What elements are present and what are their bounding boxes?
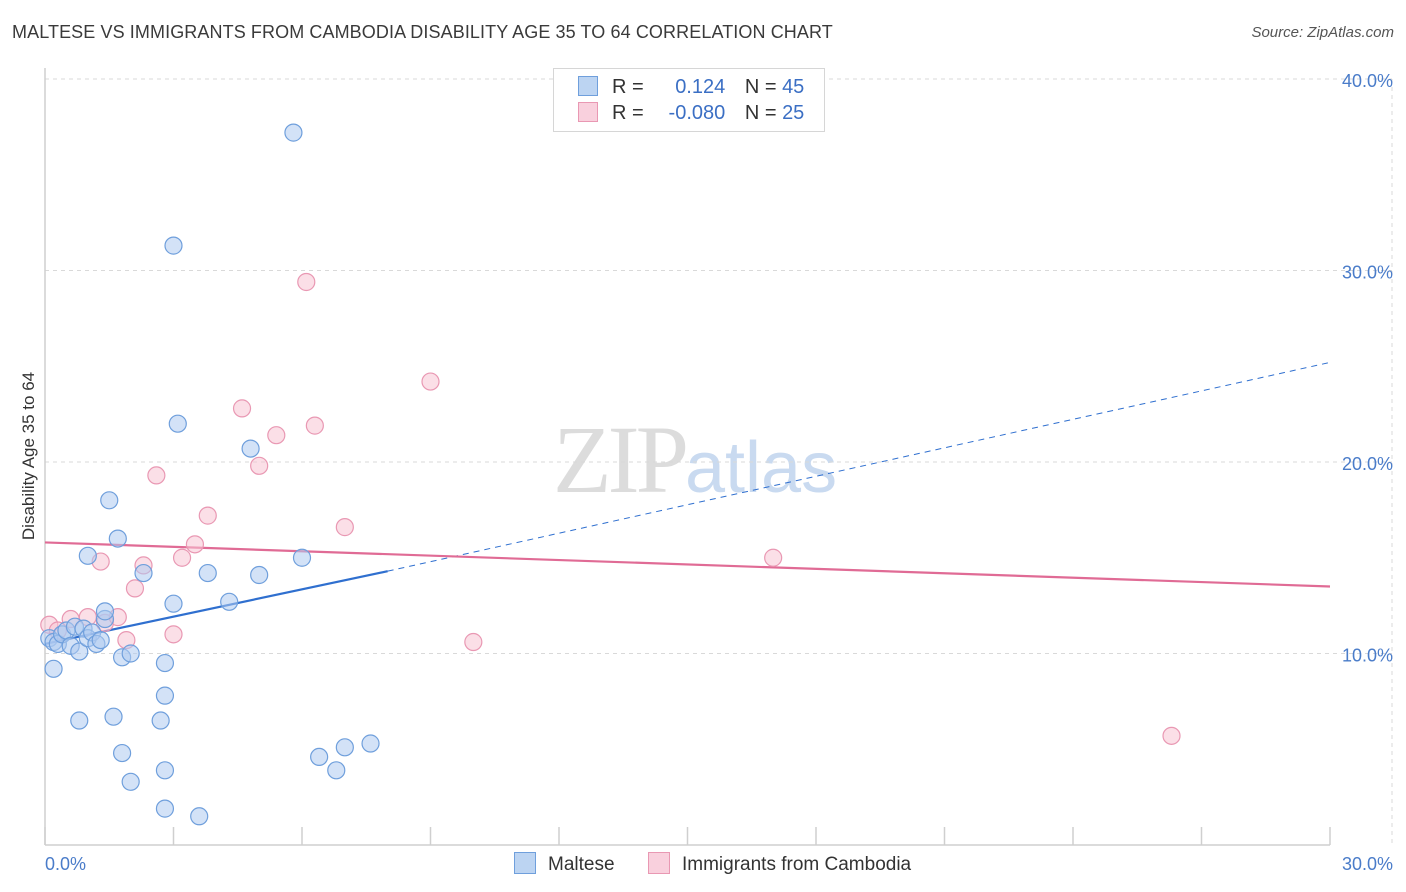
- maltese-n-value: 45: [782, 76, 805, 98]
- legend-row-cambodia: R = -0.080 N = 25: [578, 102, 804, 126]
- maltese-r-label: R =: [612, 76, 644, 98]
- maltese-point: [95, 602, 115, 621]
- cambodia-swatch: [578, 102, 598, 122]
- cambodia-point: [250, 456, 269, 475]
- maltese-point: [155, 761, 175, 780]
- y-axis-label: Disability Age 35 to 64: [19, 372, 38, 540]
- maltese-point: [155, 653, 175, 673]
- maltese-trend-dashed: [387, 361, 1331, 572]
- cambodia-point: [185, 535, 205, 554]
- cambodia-n-value: 25: [782, 102, 805, 124]
- maltese-point: [121, 644, 140, 663]
- source-label: Source: ZipAtlas.com: [1251, 24, 1394, 41]
- maltese-point: [155, 799, 175, 818]
- maltese-point: [134, 563, 153, 583]
- maltese-point: [164, 236, 183, 255]
- gridlines: [45, 78, 1393, 845]
- cambodia-point: [164, 625, 183, 644]
- maltese-point: [44, 659, 63, 678]
- watermark-atlas: atlas: [685, 428, 838, 508]
- maltese-point: [310, 747, 329, 767]
- y-tick-label: 30.0%: [1342, 263, 1393, 283]
- cambodia-point: [464, 632, 483, 652]
- cambodia-point: [198, 506, 217, 525]
- axes: [44, 68, 1331, 846]
- cambodia-point: [297, 272, 316, 292]
- chart-title: MALTESE VS IMMIGRANTS FROM CAMBODIA DISA…: [12, 22, 833, 42]
- maltese-point: [292, 548, 312, 567]
- maltese-point: [108, 529, 127, 548]
- cambodia-point: [147, 466, 166, 485]
- watermark-zip: ZIP: [553, 406, 689, 513]
- cambodia-point: [267, 426, 286, 445]
- maltese-point: [250, 565, 269, 585]
- cambodia-point: [335, 518, 354, 537]
- maltese-point: [155, 686, 175, 705]
- axis-labels: 10.0% 20.0% 30.0% 40.0% 0.0% 30.0% Disability …: [19, 71, 1393, 874]
- maltese-point: [327, 761, 346, 780]
- maltese-r-value: 0.124: [675, 76, 726, 98]
- maltese-point: [78, 546, 97, 565]
- maltese-point: [104, 707, 123, 726]
- legend-item-maltese: Maltese: [514, 852, 615, 876]
- cambodia-point: [305, 416, 324, 435]
- maltese-point: [121, 772, 140, 791]
- maltese-point: [335, 738, 354, 757]
- data-points: [40, 123, 1181, 826]
- cambodia-n-label: N =: [744, 102, 777, 124]
- cambodia-trend: [44, 541, 1331, 588]
- maltese-point: [91, 630, 110, 650]
- legend-row-maltese: R = 0.124 N = 45: [578, 76, 804, 100]
- legend-maltese-swatch: [514, 852, 536, 874]
- cambodia-r-value: -0.080: [668, 102, 726, 124]
- maltese-point: [361, 734, 380, 753]
- cambodia-point: [764, 548, 783, 567]
- cambodia-point: [1162, 726, 1181, 745]
- correlation-legend: R = 0.124 N = 45 R = -0.080 N = 25: [553, 68, 825, 132]
- maltese-point: [198, 563, 217, 583]
- cambodia-point: [421, 372, 440, 391]
- maltese-point: [151, 711, 170, 730]
- watermark: ZIPatlas: [553, 404, 837, 515]
- cambodia-point: [125, 579, 145, 598]
- maltese-point: [70, 711, 89, 730]
- y-tick-label: 10.0%: [1342, 646, 1393, 666]
- maltese-point: [220, 592, 239, 611]
- x-tick-label-min: 0.0%: [45, 854, 86, 874]
- maltese-swatch: [578, 76, 598, 96]
- legend-cambodia-label: Immigrants from Cambodia: [682, 854, 912, 875]
- maltese-point: [241, 439, 260, 458]
- x-tick-label-max: 30.0%: [1342, 854, 1393, 874]
- legend-cambodia-swatch: [648, 852, 670, 874]
- maltese-point: [168, 414, 187, 433]
- maltese-point: [190, 807, 209, 826]
- legend-item-cambodia: Immigrants from Cambodia: [648, 852, 911, 876]
- cambodia-point: [232, 399, 252, 418]
- maltese-point: [284, 123, 303, 142]
- legend-maltese-label: Maltese: [548, 854, 615, 875]
- maltese-point: [112, 743, 132, 763]
- maltese-point: [164, 594, 183, 613]
- y-tick-label: 20.0%: [1342, 454, 1393, 474]
- maltese-point: [70, 642, 89, 661]
- y-tick-label: 40.0%: [1342, 71, 1393, 91]
- cambodia-r-label: R =: [612, 102, 644, 124]
- maltese-n-label: N =: [744, 76, 777, 98]
- cambodia-point: [172, 548, 192, 567]
- maltese-point: [100, 491, 119, 510]
